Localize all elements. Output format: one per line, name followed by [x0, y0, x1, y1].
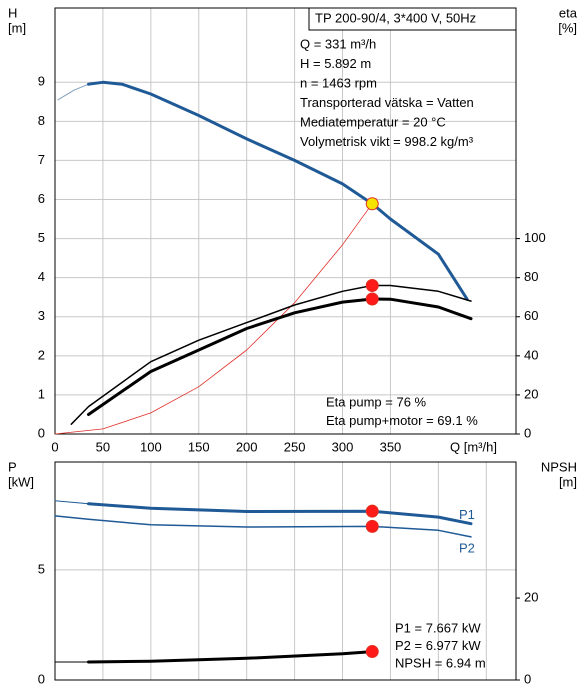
y2-tick-label: 0 — [524, 425, 531, 440]
x-tick-label: 150 — [188, 439, 210, 454]
y-axis-label: H — [8, 5, 17, 20]
header-box — [308, 7, 517, 31]
info-text: Volymetrisk vikt = 998.2 kg/m³ — [300, 134, 474, 149]
x-tick-label: 250 — [284, 439, 306, 454]
y-tick-label: 4 — [38, 269, 45, 284]
plot-frame — [54, 461, 517, 681]
info-text: P1 = 7.667 kW — [395, 620, 481, 635]
y2-axis-label: eta — [559, 5, 578, 20]
curve-label: P2 — [459, 540, 475, 555]
y-tick-label: 3 — [38, 308, 45, 323]
info-text: Mediatemperatur = 20 °C — [300, 114, 446, 129]
info-text: n = 1463 rpm — [300, 75, 377, 90]
operating-point — [365, 504, 379, 518]
y-axis-label: [m] — [8, 20, 26, 35]
x-tick-label: 300 — [332, 439, 354, 454]
y-tick-label: 7 — [38, 152, 45, 167]
x-tick-label: 0 — [51, 439, 58, 454]
y-tick-label: 5 — [38, 230, 45, 245]
plot-frame — [54, 7, 517, 435]
y2-axis-label: NPSH — [541, 459, 577, 474]
curve — [87, 502, 473, 526]
y2-tick-label: 60 — [524, 308, 538, 323]
x-tick-label: 350 — [380, 439, 402, 454]
info-text: P2 = 6.977 kW — [395, 638, 481, 653]
x-tick-label: 50 — [96, 439, 110, 454]
curve — [70, 284, 472, 425]
curve — [87, 297, 473, 416]
y-tick-label: 0 — [38, 425, 45, 440]
info-text: Q = 331 m³/h — [300, 36, 376, 51]
y2-tick-label: 80 — [524, 269, 538, 284]
y2-axis-label: [m] — [559, 474, 577, 489]
operating-point — [365, 197, 379, 211]
info-text: Transporterad vätska = Vatten — [300, 95, 474, 110]
y-tick-label: 1 — [38, 386, 45, 401]
x-tick-label: 100 — [140, 439, 162, 454]
y-axis-label: P — [8, 459, 17, 474]
operating-point — [365, 278, 379, 292]
info-text: NPSH = 6.94 m — [395, 655, 486, 670]
y-tick-label: 0 — [38, 671, 45, 686]
info-text: H = 5.892 m — [300, 56, 371, 71]
y2-tick-label: 20 — [524, 386, 538, 401]
y-tick-label: 2 — [38, 347, 45, 362]
curve — [54, 500, 89, 505]
curve — [54, 515, 472, 538]
x-tick-label: 200 — [236, 439, 258, 454]
y-axis-label: [kW] — [8, 474, 34, 489]
note-text: Eta pump+motor = 69.1 % — [326, 413, 478, 428]
y-tick-label: 5 — [38, 561, 45, 576]
x-axis-label: Q [m³/h] — [450, 439, 497, 454]
curve-label: P1 — [459, 507, 475, 522]
curve — [87, 650, 374, 664]
note-text: Eta pump = 76 % — [326, 394, 427, 409]
y-tick-label: 9 — [38, 74, 45, 89]
operating-point — [365, 519, 379, 533]
curve — [57, 83, 89, 101]
operating-point — [365, 645, 379, 659]
y2-axis-label: [%] — [558, 20, 577, 35]
y2-tick-label: 0 — [524, 671, 531, 686]
y2-tick-label: 20 — [524, 589, 538, 604]
y-tick-label: 8 — [38, 113, 45, 128]
y-tick-label: 6 — [38, 191, 45, 206]
operating-point — [365, 292, 379, 306]
header: TP 200-90/4, 3*400 V, 50Hz — [315, 10, 476, 25]
curve — [54, 197, 377, 435]
y2-tick-label: 100 — [524, 230, 546, 245]
curve — [87, 80, 469, 301]
y2-tick-label: 40 — [524, 347, 538, 362]
